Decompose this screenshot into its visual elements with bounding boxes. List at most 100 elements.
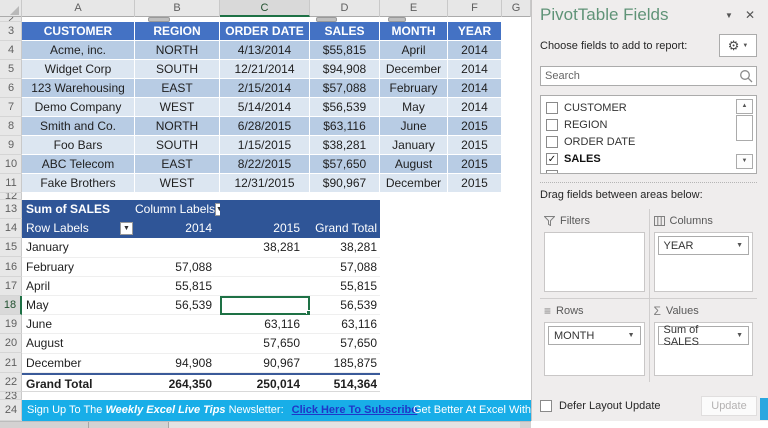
cell[interactable] <box>135 238 220 258</box>
row-number[interactable]: 10 <box>0 155 22 174</box>
cell[interactable]: $57,088 <box>310 79 380 98</box>
pivot-column-labels-cell[interactable]: Column Labels ▼ <box>135 200 220 220</box>
cell[interactable]: 2014 <box>448 98 502 117</box>
cell[interactable]: 57,088 <box>310 258 380 277</box>
cell[interactable]: $63,116 <box>310 117 380 136</box>
field-item-region[interactable]: REGION <box>546 116 732 133</box>
cell[interactable]: 2015 <box>448 174 502 193</box>
cell[interactable]: 4/13/2014 <box>220 41 310 60</box>
cell[interactable]: 2014 <box>448 60 502 79</box>
pivot-title-cell[interactable]: Sum of SALES <box>22 200 135 220</box>
search-input[interactable] <box>540 66 757 86</box>
cell[interactable]: 55,815 <box>135 277 220 296</box>
cell[interactable]: 63,116 <box>220 315 310 335</box>
cell[interactable]: $56,539 <box>310 98 380 117</box>
cell[interactable]: August <box>22 334 135 354</box>
cell[interactable]: $94,908 <box>310 60 380 79</box>
cell[interactable]: Grand Total <box>22 372 135 392</box>
header-cell[interactable]: CUSTOMER <box>22 22 135 41</box>
cell[interactable]: May <box>380 98 448 117</box>
cell[interactable]: 63,116 <box>310 315 380 335</box>
field-list-scrollbar[interactable]: ▲ ▼ <box>736 99 753 169</box>
cell[interactable]: February <box>380 79 448 98</box>
cell[interactable]: 12/21/2014 <box>220 60 310 79</box>
cell[interactable]: 123 Warehousing <box>22 79 135 98</box>
row-number[interactable]: 4 <box>0 41 22 60</box>
row-number[interactable]: 2 <box>0 17 22 22</box>
header-cell[interactable]: REGION <box>135 22 220 41</box>
cell[interactable]: 38,281 <box>220 238 310 258</box>
pivot-empty-cell[interactable] <box>220 200 310 220</box>
pivot-row-labels-cell[interactable]: Row Labels ▼ <box>22 219 135 239</box>
values-field-sum-of-sales[interactable]: Sum of SALES ▼ <box>657 324 749 348</box>
cell[interactable]: 185,875 <box>310 354 380 373</box>
filters-box[interactable] <box>544 232 645 292</box>
pivot-col-header-2014[interactable]: 2014 <box>135 219 220 239</box>
checkbox[interactable] <box>546 101 558 114</box>
cell[interactable]: 5/14/2014 <box>220 98 310 117</box>
row-number[interactable]: 24 <box>0 400 22 421</box>
row-number[interactable]: 8 <box>0 117 22 136</box>
cell[interactable]: 2015 <box>448 155 502 174</box>
header-cell[interactable]: MONTH <box>380 22 448 41</box>
cell[interactable]: ABC Telecom <box>22 155 135 174</box>
scroll-down-icon[interactable]: ▼ <box>736 154 753 169</box>
cell[interactable] <box>135 315 220 335</box>
column-header-a[interactable]: A <box>22 0 135 17</box>
row-number[interactable]: 21 <box>0 354 22 373</box>
row-number[interactable]: 14 <box>0 219 22 239</box>
cell[interactable]: Widget Corp <box>22 60 135 79</box>
cell[interactable]: Foo Bars <box>22 136 135 155</box>
cell[interactable]: Fake Brothers <box>22 174 135 193</box>
cell[interactable]: August <box>380 155 448 174</box>
cell[interactable]: January <box>22 238 135 258</box>
cell[interactable]: WEST <box>135 174 220 193</box>
tools-button[interactable]: ⚙ ▼ <box>719 34 757 57</box>
cell[interactable]: 94,908 <box>135 354 220 373</box>
column-labels-dropdown-icon[interactable]: ▼ <box>215 203 220 216</box>
cell[interactable]: 90,967 <box>220 354 310 373</box>
values-box[interactable]: Sum of SALES ▼ <box>653 322 753 376</box>
field-item-customer[interactable]: CUSTOMER <box>546 99 732 116</box>
defer-layout-checkbox[interactable] <box>540 400 552 412</box>
active-sheet-tab[interactable] <box>169 422 520 428</box>
row-number[interactable]: 9 <box>0 136 22 155</box>
column-header-g[interactable]: G <box>502 0 531 17</box>
cell[interactable]: WEST <box>135 98 220 117</box>
checkbox[interactable] <box>546 135 558 148</box>
column-header-b[interactable]: B <box>135 0 220 17</box>
checkbox[interactable] <box>546 118 558 131</box>
cell[interactable]: June <box>380 117 448 136</box>
column-header-d[interactable]: D <box>310 0 380 17</box>
header-cell[interactable]: ORDER DATE <box>220 22 310 41</box>
cell[interactable]: January <box>380 136 448 155</box>
cell[interactable]: 2015 <box>448 117 502 136</box>
cell[interactable]: December <box>22 354 135 373</box>
scroll-up-icon[interactable]: ▲ <box>736 99 753 114</box>
cell[interactable]: April <box>22 277 135 296</box>
cell[interactable]: 57,650 <box>220 334 310 354</box>
cell[interactable]: 6/28/2015 <box>220 117 310 136</box>
checkbox-checked[interactable]: ✓ <box>546 152 558 165</box>
cell[interactable]: 57,650 <box>310 334 380 354</box>
cell[interactable]: 2014 <box>448 79 502 98</box>
chevron-down-icon[interactable]: ▼ <box>627 332 635 339</box>
checkbox[interactable] <box>546 169 558 173</box>
column-header-f[interactable]: F <box>448 0 502 17</box>
row-number[interactable]: 13 <box>0 200 22 219</box>
row-number[interactable]: 19 <box>0 315 22 335</box>
pane-options-caret-icon[interactable]: ▼ <box>725 10 733 20</box>
selected-cell[interactable] <box>220 295 310 316</box>
subscribe-link[interactable]: Click Here To Subscribe <box>291 404 418 416</box>
pivot-col-header-2015[interactable]: 2015 <box>220 219 310 239</box>
cell[interactable]: 56,539 <box>135 296 220 316</box>
cell[interactable]: $57,650 <box>310 155 380 174</box>
cell[interactable]: 8/22/2015 <box>220 155 310 174</box>
cell[interactable] <box>220 277 310 296</box>
cell[interactable]: 56,539 <box>310 296 380 316</box>
header-cell[interactable]: YEAR <box>448 22 502 41</box>
cell[interactable]: NORTH <box>135 41 220 60</box>
cell[interactable]: December <box>380 174 448 193</box>
cell[interactable]: EAST <box>135 79 220 98</box>
cell[interactable]: EAST <box>135 155 220 174</box>
